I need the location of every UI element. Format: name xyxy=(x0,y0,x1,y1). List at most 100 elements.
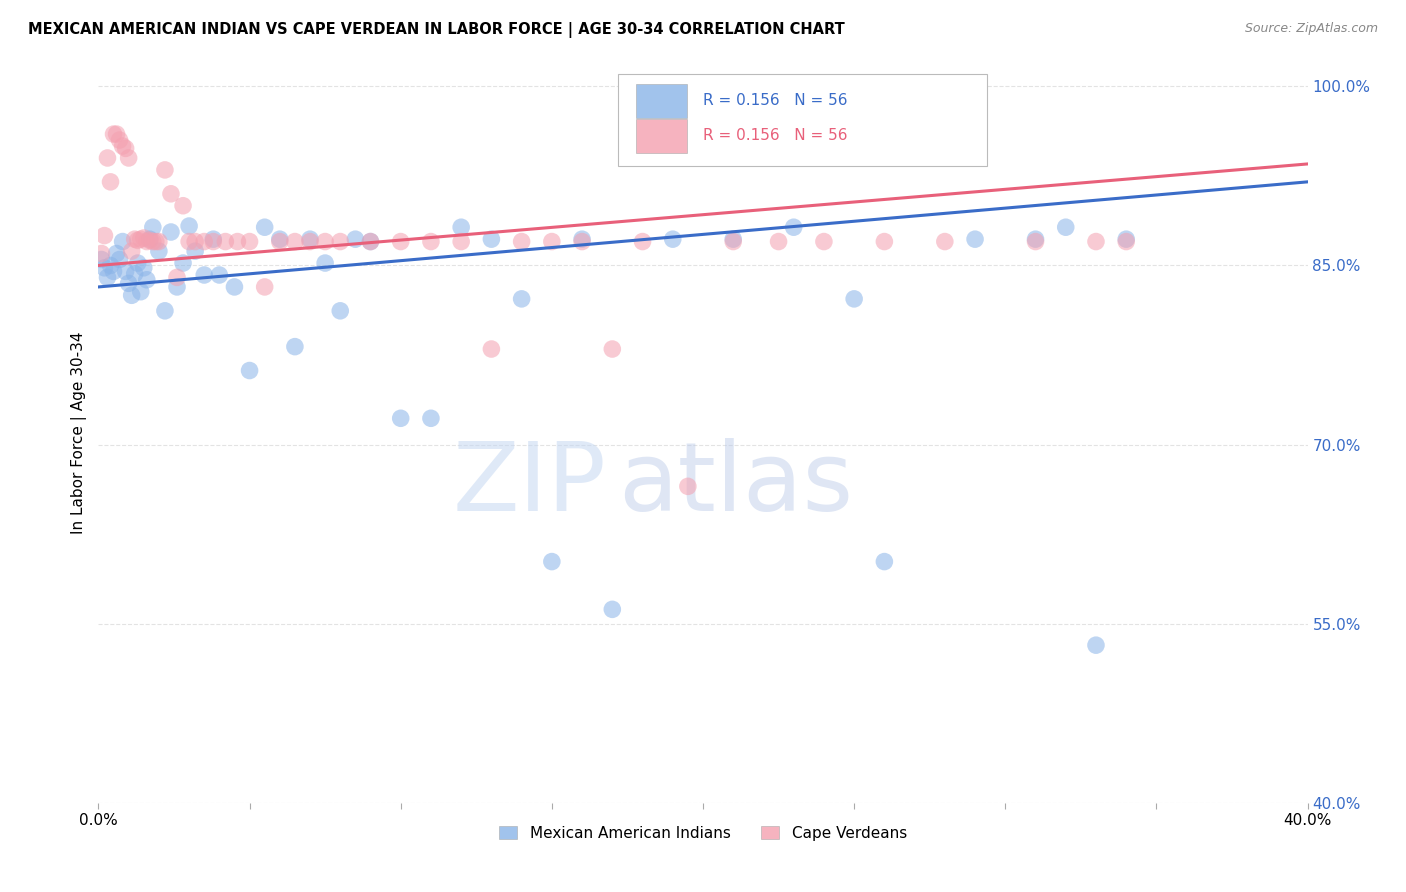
Point xyxy=(420,235,443,249)
FancyBboxPatch shape xyxy=(637,84,688,118)
Text: R = 0.156   N = 56: R = 0.156 N = 56 xyxy=(703,128,848,144)
Point xyxy=(510,292,533,306)
Point xyxy=(329,303,352,318)
Point xyxy=(226,235,249,249)
Point xyxy=(540,235,562,249)
Point xyxy=(142,220,165,235)
Point xyxy=(96,270,118,285)
Point xyxy=(571,235,593,249)
Point xyxy=(1115,232,1137,246)
Point xyxy=(139,233,162,247)
Point xyxy=(314,235,336,249)
FancyBboxPatch shape xyxy=(637,119,688,153)
Point xyxy=(1085,638,1108,652)
Point xyxy=(768,235,790,249)
Point xyxy=(389,235,412,249)
Point xyxy=(121,288,143,302)
Point xyxy=(132,260,155,275)
Point xyxy=(127,233,149,247)
Point xyxy=(723,235,745,249)
Text: ZIP: ZIP xyxy=(453,438,606,531)
Point xyxy=(184,235,207,249)
Point xyxy=(239,235,262,249)
Text: atlas: atlas xyxy=(619,438,853,531)
Point xyxy=(253,280,276,294)
Point xyxy=(1085,235,1108,249)
Point xyxy=(100,175,122,189)
Point xyxy=(360,235,382,249)
Point xyxy=(121,244,143,259)
Point xyxy=(129,232,152,246)
Point xyxy=(153,303,176,318)
Point xyxy=(193,268,215,282)
Point xyxy=(214,235,236,249)
Point xyxy=(314,256,336,270)
Point xyxy=(118,151,141,165)
Point xyxy=(90,252,112,267)
Point xyxy=(269,232,291,246)
Point xyxy=(124,267,146,281)
Point xyxy=(284,235,307,249)
Point xyxy=(284,340,307,354)
Point xyxy=(93,228,115,243)
Point xyxy=(124,232,146,246)
Point xyxy=(166,270,188,285)
Point xyxy=(450,235,472,249)
Point xyxy=(299,235,322,249)
Point xyxy=(93,260,115,275)
Point xyxy=(208,268,231,282)
Point xyxy=(661,232,683,246)
Point xyxy=(389,411,412,425)
Point xyxy=(160,225,183,239)
Text: Source: ZipAtlas.com: Source: ZipAtlas.com xyxy=(1244,22,1378,36)
Point xyxy=(481,342,503,356)
Point xyxy=(965,232,987,246)
Point xyxy=(179,219,201,233)
Point xyxy=(184,244,207,259)
Point xyxy=(1054,220,1077,235)
Legend: Mexican American Indians, Cape Verdeans: Mexican American Indians, Cape Verdeans xyxy=(494,820,912,847)
Point xyxy=(105,127,128,141)
Point xyxy=(148,244,170,259)
Point xyxy=(108,133,131,147)
Point xyxy=(111,139,134,153)
Point xyxy=(253,220,276,235)
Point xyxy=(813,235,835,249)
Point xyxy=(676,479,699,493)
Point xyxy=(193,235,215,249)
Text: R = 0.156   N = 56: R = 0.156 N = 56 xyxy=(703,94,848,109)
Point xyxy=(90,246,112,260)
Point xyxy=(450,220,472,235)
Point xyxy=(723,232,745,246)
Point xyxy=(631,235,654,249)
Point xyxy=(481,232,503,246)
Point xyxy=(153,162,176,177)
Y-axis label: In Labor Force | Age 30-34: In Labor Force | Age 30-34 xyxy=(72,331,87,534)
Point xyxy=(127,256,149,270)
Point xyxy=(1024,235,1046,249)
Point xyxy=(160,186,183,201)
Point xyxy=(344,232,367,246)
Point xyxy=(105,246,128,260)
Point xyxy=(602,342,624,356)
Point xyxy=(783,220,806,235)
Point xyxy=(118,277,141,291)
Point xyxy=(179,235,201,249)
Point xyxy=(844,292,866,306)
Point xyxy=(96,151,118,165)
Point xyxy=(510,235,533,249)
Point xyxy=(135,235,157,249)
Point xyxy=(239,363,262,377)
Point xyxy=(873,555,896,569)
Point xyxy=(934,235,956,249)
Point xyxy=(1115,235,1137,249)
Point xyxy=(135,273,157,287)
Point xyxy=(329,235,352,249)
Text: MEXICAN AMERICAN INDIAN VS CAPE VERDEAN IN LABOR FORCE | AGE 30-34 CORRELATION C: MEXICAN AMERICAN INDIAN VS CAPE VERDEAN … xyxy=(28,22,845,38)
Point xyxy=(202,232,225,246)
Point xyxy=(420,411,443,425)
Point xyxy=(166,280,188,294)
Point xyxy=(139,232,162,246)
Point xyxy=(103,264,125,278)
Point xyxy=(100,259,122,273)
